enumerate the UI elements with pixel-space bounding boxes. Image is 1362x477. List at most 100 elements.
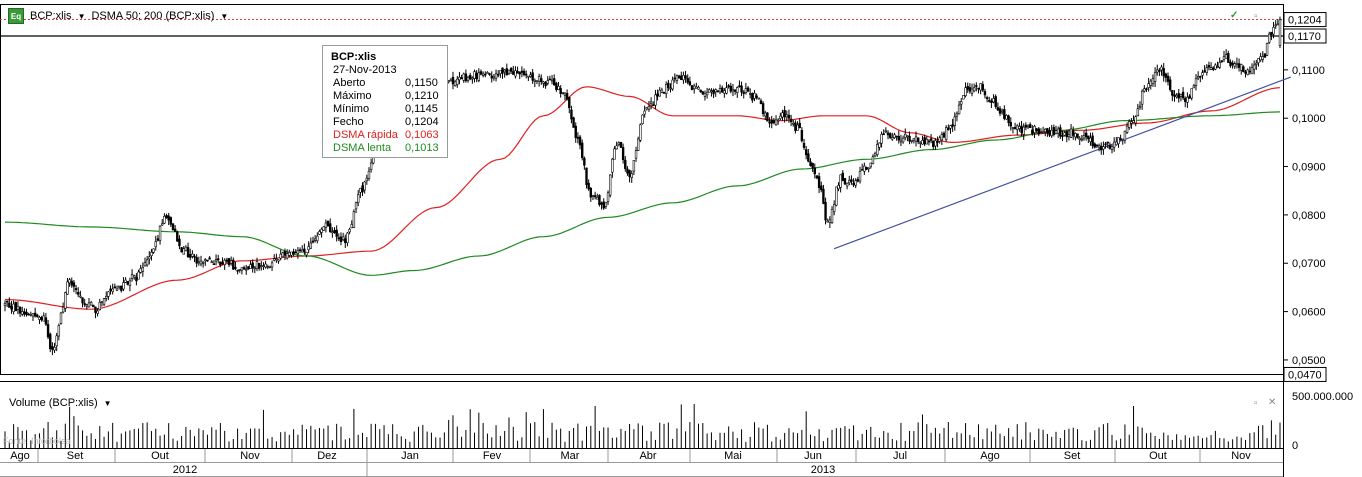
candle-body[interactable] (1149, 80, 1152, 86)
candle-body[interactable] (1250, 67, 1254, 75)
candle-body[interactable] (550, 79, 554, 82)
candle-body[interactable] (1082, 135, 1086, 139)
candle-body[interactable] (692, 85, 696, 90)
candle-body[interactable] (910, 140, 913, 142)
candle-body[interactable] (794, 122, 797, 131)
candle-body[interactable] (649, 101, 653, 104)
candle-body[interactable] (1166, 75, 1170, 82)
candle-body[interactable] (884, 130, 888, 133)
candle-body[interactable] (85, 304, 89, 307)
candle-body[interactable] (201, 262, 205, 264)
candle-body[interactable] (658, 89, 661, 97)
candle-body[interactable] (641, 114, 644, 124)
candle-body[interactable] (290, 251, 293, 256)
candle-body[interactable] (1052, 127, 1056, 135)
candle-body[interactable] (955, 113, 959, 117)
candle-body[interactable] (285, 253, 289, 259)
candle-body[interactable] (869, 162, 872, 168)
candle-body[interactable] (64, 292, 67, 309)
candle-body[interactable] (501, 67, 504, 74)
candle-body[interactable] (548, 78, 552, 81)
candle-body[interactable] (273, 258, 276, 261)
candle-body[interactable] (682, 75, 685, 81)
candle-body[interactable] (988, 100, 991, 102)
candle-body[interactable] (1209, 67, 1213, 70)
candle-body[interactable] (787, 114, 791, 119)
candle-body[interactable] (51, 346, 54, 350)
candle-body[interactable] (703, 93, 707, 97)
candle-body[interactable] (494, 73, 498, 79)
candle-body[interactable] (331, 231, 334, 234)
candle-body[interactable] (212, 263, 216, 266)
candle-body[interactable] (329, 223, 332, 232)
candle-body[interactable] (634, 150, 638, 159)
candle-body[interactable] (1222, 56, 1226, 60)
candle-body[interactable] (733, 90, 737, 92)
candle-body[interactable] (891, 137, 894, 140)
candle-body[interactable] (512, 71, 515, 75)
candle-body[interactable] (182, 248, 185, 255)
candle-body[interactable] (776, 119, 780, 122)
candle-body[interactable] (662, 91, 666, 94)
candle-body[interactable] (996, 107, 1000, 111)
candle-body[interactable] (746, 87, 750, 92)
candle-body[interactable] (322, 226, 325, 231)
candle-body[interactable] (79, 295, 82, 298)
candle-body[interactable] (14, 302, 17, 312)
candle-body[interactable] (1212, 67, 1215, 70)
fast-ma-line[interactable] (4, 86, 1281, 310)
candle-body[interactable] (320, 228, 323, 233)
candle-body[interactable] (145, 259, 149, 266)
candle-body[interactable] (173, 228, 177, 232)
candle-body[interactable] (572, 117, 575, 128)
candle-body[interactable] (873, 152, 877, 157)
candle-body[interactable] (363, 181, 366, 191)
candle-body[interactable] (311, 240, 315, 243)
candle-body[interactable] (555, 82, 558, 90)
candle-body[interactable] (264, 263, 267, 268)
candle-body[interactable] (992, 98, 995, 103)
candle-body[interactable] (135, 277, 138, 282)
candle-body[interactable] (716, 90, 720, 93)
candle-body[interactable] (848, 180, 851, 183)
candle-body[interactable] (1272, 27, 1275, 35)
candle-body[interactable] (710, 90, 713, 93)
candle-body[interactable] (1065, 131, 1068, 138)
candle-body[interactable] (1224, 54, 1228, 59)
candle-body[interactable] (1102, 146, 1105, 150)
candle-body[interactable] (714, 89, 717, 93)
candle-body[interactable] (1018, 126, 1021, 129)
candle-body[interactable] (449, 79, 453, 82)
candle-body[interactable] (469, 75, 472, 80)
candle-body[interactable] (1009, 122, 1012, 127)
candle-body[interactable] (1173, 94, 1176, 97)
candle-body[interactable] (904, 133, 907, 138)
candle-body[interactable] (796, 124, 799, 131)
candle-body[interactable] (611, 158, 614, 173)
candle-body[interactable] (324, 222, 328, 228)
candle-body[interactable] (1037, 128, 1040, 135)
candle-body[interactable] (1059, 127, 1062, 137)
candle-body[interactable] (1100, 145, 1103, 151)
candle-body[interactable] (152, 248, 155, 253)
candle-body[interactable] (929, 138, 933, 141)
candle-body[interactable] (1190, 88, 1193, 99)
candle-body[interactable] (1039, 131, 1043, 133)
candle-body[interactable] (61, 306, 65, 313)
candle-body[interactable] (464, 73, 468, 82)
candle-body[interactable] (1257, 58, 1260, 64)
candle-body[interactable] (576, 136, 580, 139)
candle-body[interactable] (1186, 96, 1189, 103)
candle-body[interactable] (740, 85, 743, 93)
candle-body[interactable] (221, 262, 224, 264)
candle-body[interactable] (1020, 125, 1023, 133)
candle-body[interactable] (953, 116, 956, 126)
candle-body[interactable] (977, 87, 980, 90)
candle-body[interactable] (240, 267, 244, 271)
candle-body[interactable] (1074, 133, 1077, 138)
candle-body[interactable] (602, 201, 605, 209)
candle-body[interactable] (352, 211, 356, 228)
candle-body[interactable] (184, 246, 188, 251)
candle-body[interactable] (527, 75, 530, 78)
candle-body[interactable] (671, 79, 674, 90)
